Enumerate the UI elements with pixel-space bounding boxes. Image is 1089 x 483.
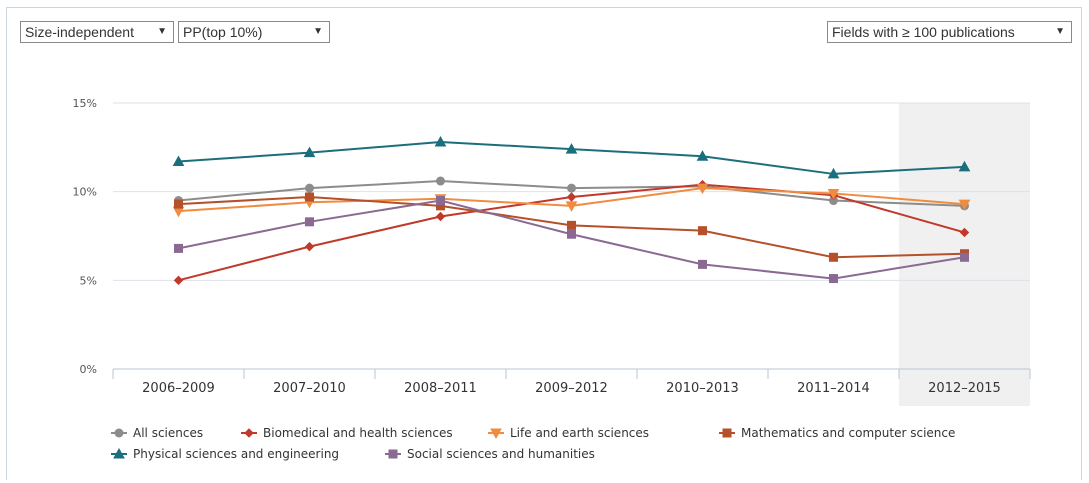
data-point[interactable] xyxy=(696,150,709,161)
data-point[interactable] xyxy=(174,199,183,209)
data-point[interactable] xyxy=(698,259,707,269)
indicator-dropdown[interactable]: PP(top 10%) ▼ xyxy=(178,21,330,43)
legend-item[interactable]: Social sciences and humanities xyxy=(385,447,595,461)
data-point[interactable] xyxy=(960,252,969,262)
data-point[interactable] xyxy=(958,199,971,211)
data-point[interactable] xyxy=(827,167,840,179)
data-point[interactable] xyxy=(829,274,838,284)
data-point[interactable] xyxy=(827,188,840,200)
legend-label: Life and earth sciences xyxy=(510,426,649,440)
data-point[interactable] xyxy=(696,183,709,195)
size-type-dropdown-value: Size-independent xyxy=(25,24,134,40)
data-point[interactable] xyxy=(174,243,183,253)
legend-marker xyxy=(244,428,254,438)
data-point[interactable] xyxy=(698,226,707,236)
legend-label: Physical sciences and engineering xyxy=(133,447,339,461)
data-point[interactable] xyxy=(436,196,445,206)
data-point[interactable] xyxy=(304,241,315,252)
x-tick-label: 2009–2012 xyxy=(535,381,608,396)
data-point[interactable] xyxy=(959,227,970,238)
chevron-down-icon: ▼ xyxy=(313,26,323,37)
data-point[interactable] xyxy=(829,252,838,262)
data-point[interactable] xyxy=(567,220,576,230)
fields-filter-dropdown-value: Fields with ≥ 100 publications xyxy=(832,24,1015,40)
legend-marker xyxy=(722,428,732,438)
y-tick-label: 0% xyxy=(80,363,97,376)
legend-marker xyxy=(113,447,125,459)
chevron-down-icon: ▼ xyxy=(157,26,167,37)
data-point[interactable] xyxy=(305,183,314,193)
data-point[interactable] xyxy=(305,217,314,227)
data-point[interactable] xyxy=(435,211,446,222)
x-tick-label: 2011–2014 xyxy=(797,381,870,396)
legend-marker xyxy=(114,428,124,438)
legend-label: Mathematics and computer science xyxy=(741,426,955,440)
data-point[interactable] xyxy=(565,201,578,212)
fields-filter-dropdown[interactable]: Fields with ≥ 100 publications ▼ xyxy=(827,21,1072,43)
legend-item[interactable]: Mathematics and computer science xyxy=(719,426,955,440)
data-point[interactable] xyxy=(566,192,577,202)
size-type-dropdown[interactable]: Size-independent ▼ xyxy=(20,21,174,43)
data-point[interactable] xyxy=(434,135,447,147)
x-tick-label: 2006–2009 xyxy=(142,381,215,396)
y-tick-label: 15% xyxy=(73,97,97,110)
y-tick-label: 10% xyxy=(73,186,97,199)
legend-item[interactable]: Biomedical and health sciences xyxy=(241,426,453,440)
x-tick-label: 2007–2010 xyxy=(273,381,346,396)
legend-marker xyxy=(490,428,502,440)
legend-label: Social sciences and humanities xyxy=(407,447,595,461)
y-tick-label: 5% xyxy=(80,274,97,287)
legend-label: All sciences xyxy=(133,426,203,440)
x-tick-label: 2008–2011 xyxy=(404,381,477,396)
data-point[interactable] xyxy=(565,143,578,154)
data-point[interactable] xyxy=(305,192,314,202)
x-tick-label: 2012–2015 xyxy=(928,381,1001,396)
indicator-dropdown-value: PP(top 10%) xyxy=(183,24,263,40)
data-point[interactable] xyxy=(436,176,445,186)
legend-label: Biomedical and health sciences xyxy=(263,426,453,440)
data-point[interactable] xyxy=(303,146,316,158)
data-point[interactable] xyxy=(567,183,576,193)
legend-item[interactable]: Life and earth sciences xyxy=(488,426,649,440)
legend-marker xyxy=(388,449,398,459)
series-line xyxy=(178,199,965,280)
x-tick-label: 2010–2013 xyxy=(666,381,739,396)
legend-item[interactable]: All sciences xyxy=(111,426,203,440)
legend-item[interactable]: Physical sciences and engineering xyxy=(111,447,339,461)
data-point[interactable] xyxy=(173,275,184,286)
data-point[interactable] xyxy=(567,229,576,239)
series-physical-sciences-and-engineering xyxy=(172,135,971,179)
data-point[interactable] xyxy=(958,160,971,172)
data-point[interactable] xyxy=(172,155,185,167)
series-social-sciences-and-humanities xyxy=(174,196,969,284)
chevron-down-icon: ▼ xyxy=(1055,26,1065,37)
